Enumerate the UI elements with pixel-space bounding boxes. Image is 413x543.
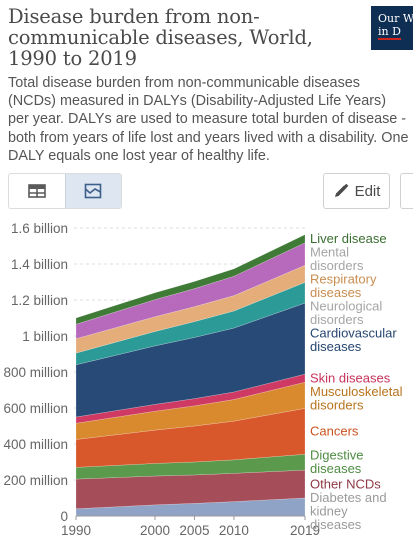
area-liver-disease [75, 234, 306, 325]
x-tick-label: 2010 [219, 523, 249, 538]
y-tick-label: 1.4 billion [11, 257, 68, 272]
legend-label-line: Cardiovascular [310, 325, 397, 340]
legend-label-cardiovascular-diseases: Cardiovascular diseases [310, 325, 397, 354]
logo-text-line2: in D [378, 25, 401, 40]
legend-label-line: Neurological [310, 298, 382, 313]
legend-label-liver-disease: Liver disease [310, 231, 387, 246]
legend-label-musculoskeletal-disorders: Musculoskeletal disorders [310, 384, 403, 413]
y-tick-label: 800 million [3, 365, 68, 380]
legend-label-line: Respiratory [310, 271, 377, 286]
y-tick-label: 1.6 billion [11, 221, 68, 236]
legend-label-line: kidney [310, 503, 348, 518]
legend-label-line: disorders [310, 258, 364, 273]
x-tick-label: 2005 [179, 523, 209, 538]
legend-label-diabetes-and-kidney-diseases: Diabetes and kidney diseases [310, 490, 387, 532]
y-tick-label: 1.2 billion [11, 293, 68, 308]
legend-label-line: diseases [310, 461, 362, 476]
chart-subtitle: Total disease burden from non-communicab… [8, 75, 409, 164]
legend-label-line: diseases [310, 517, 362, 532]
legend-label-neurological-disorders: Neurological disorders [310, 298, 382, 327]
y-tick-label: 400 million [3, 437, 68, 452]
legend-label-respiratory-diseases: Respiratory diseases [310, 271, 377, 300]
share-button[interactable] [400, 173, 413, 209]
legend-label-line: diseases [310, 339, 362, 354]
legend-label-line: Skin diseases [310, 370, 391, 385]
view-toggle [8, 173, 122, 209]
x-tick-label: 2000 [140, 523, 170, 538]
y-tick-label: 0 [60, 509, 68, 524]
table-icon [27, 184, 46, 198]
area-series [75, 234, 306, 517]
y-tick-label: 600 million [3, 401, 68, 416]
edit-button[interactable]: Edit [323, 173, 390, 209]
legend-label-line: Musculoskeletal [310, 384, 403, 399]
legend-label-mental-disorders: Mental disorders [310, 244, 364, 273]
legend-label-line: Digestive [310, 448, 363, 463]
stacked-area-chart: 0 200 million 400 million 600 million 800 mi… [3, 221, 403, 538]
logo-text-line1: Our W [378, 12, 413, 25]
legend-label-line: disorders [310, 397, 364, 412]
legend-label-line: Mental [310, 244, 349, 259]
y-axis: 0 200 million 400 million 600 million 800 mi… [3, 221, 68, 524]
legend-label-digestive-diseases: Digestive diseases [310, 448, 363, 477]
y-tick-label: 200 million [3, 473, 68, 488]
x-axis: 1990 2000 2005 2010 2019 [61, 515, 320, 538]
table-view-tab[interactable] [9, 174, 65, 208]
legend-label-line: Other NCDs [310, 476, 381, 491]
chart-title: Disease burden from non-communicable dis… [8, 5, 313, 70]
legend-label-skin-diseases: Skin diseases [310, 370, 391, 385]
x-tick-label: 1990 [61, 523, 91, 538]
owid-logo[interactable]: Our W in D [371, 6, 413, 50]
legend-label-line: Diabetes and [310, 490, 387, 505]
chart-view-tab[interactable] [64, 174, 121, 208]
legend-label-line: Cancers [310, 424, 359, 439]
pencil-icon [334, 183, 348, 197]
legend-label-cancers: Cancers [310, 424, 359, 439]
legend-label-line: diseases [310, 285, 362, 300]
area-chart-icon [84, 183, 102, 199]
legend-label-line: disorders [310, 312, 364, 327]
y-tick-label: 1 billion [22, 329, 68, 344]
legend-label-line: Liver disease [310, 231, 387, 246]
edit-label: Edit [354, 182, 381, 200]
legend-label-other-ncds: Other NCDs [310, 476, 381, 491]
x-tick-label: 2019 [290, 523, 320, 538]
